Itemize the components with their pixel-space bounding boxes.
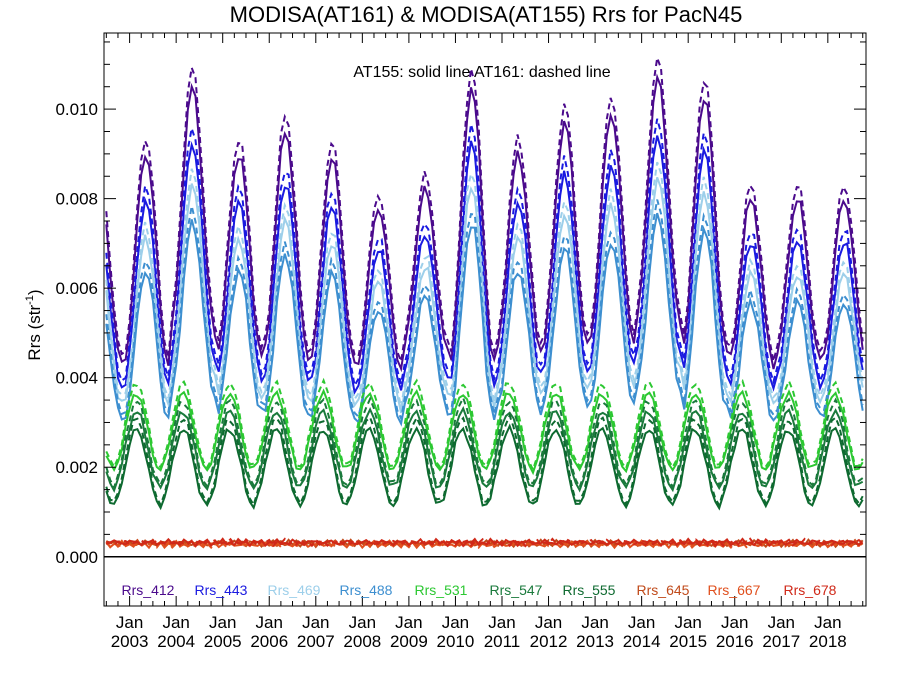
series-line-rrs-443-solid [105,135,864,396]
x-tick-month-label: Jan [349,613,376,632]
legend-label-rrs-412: Rrs_412 [122,582,175,598]
x-tick-month-label: Jan [488,613,515,632]
legend-label-rrs-547: Rrs_547 [490,582,543,598]
legend-label-rrs-555: Rrs_555 [563,582,616,598]
legend-label-rrs-531: Rrs_531 [415,582,468,598]
x-tick-month-label: Jan [814,613,841,632]
y-axis-label: Rrs (str-1) [24,289,44,360]
series-line-rrs-555-solid [105,423,864,511]
x-tick-month-label: Jan [162,613,189,632]
legend-label-rrs-678: Rrs_678 [784,582,837,598]
y-axis-label-sup: -1 [24,295,36,305]
x-tick-year-label: 2004 [157,632,195,651]
x-tick-month-label: Jan [674,613,701,632]
x-tick-year-label: 2011 [484,632,521,651]
x-tick-month-label: Jan [116,613,143,632]
x-tick-year-label: 2003 [111,632,149,651]
x-tick-year-label: 2013 [576,632,614,651]
series-line-rrs-547-dashed [105,395,864,491]
x-tick-year-label: 2005 [204,632,242,651]
y-tick-label: 0.008 [55,190,98,209]
y-axis-label-close: ) [25,289,44,295]
x-tick-year-label: 2016 [716,632,754,651]
x-tick-year-label: 2017 [762,632,800,651]
x-tick-month-label: Jan [721,613,748,632]
plot-frame [103,32,867,607]
legend: Rrs_412 Rrs_443 Rrs_469 Rrs_488 Rrs_531 Rrs_5… [122,582,837,598]
x-tick-month-label: Jan [581,613,608,632]
x-tick-month-label: Jan [628,613,655,632]
dataset-note: AT155: solid line AT161: dashed line [353,64,610,81]
y-axis-label-main: Rrs (str [25,305,44,361]
series-line-rrs-547-solid [105,406,864,494]
series-line-rrs-555-dashed [105,412,864,508]
series-line-rrs-443-dashed [105,118,864,389]
y-tick-label: 0.002 [55,458,98,477]
legend-label-rrs-469: Rrs_469 [268,582,321,598]
y-axis: 0.000 0.002 0.004 0.006 0.008 0.010 [55,41,866,567]
legend-label-rrs-667: Rrs_667 [708,582,761,598]
x-tick-month-label: Jan [442,613,469,632]
series-line-rrs-531-solid [105,388,864,476]
x-tick-month-label: Jan [256,613,283,632]
series-line-rrs-469-dashed [105,161,864,408]
x-tick-month-label: Jan [302,613,329,632]
x-tick-year-label: 2012 [530,632,568,651]
x-tick-month-label: Jan [768,613,795,632]
y-tick-label: 0.006 [55,279,98,298]
x-tick-month-label: Jan [535,613,562,632]
legend-label-rrs-645: Rrs_645 [637,582,690,598]
x-axis: Jan2003Jan2004Jan2005Jan2006Jan2007Jan20… [105,33,864,651]
series-line-rrs-412-solid [105,73,864,373]
x-tick-month-label: Jan [395,613,422,632]
x-tick-year-label: 2008 [343,632,381,651]
series-line-rrs-412-dashed [105,57,864,366]
series-line-rrs-678-dashed [106,537,864,548]
x-tick-year-label: 2007 [297,632,335,651]
x-tick-year-label: 2014 [623,632,661,651]
y-tick-label: 0.004 [55,369,98,388]
x-tick-year-label: 2006 [250,632,288,651]
x-tick-year-label: 2018 [809,632,847,651]
legend-label-rrs-488: Rrs_488 [340,582,393,598]
x-tick-year-label: 2009 [390,632,428,651]
plot-area [104,57,866,558]
x-tick-year-label: 2015 [669,632,707,651]
series-line-rrs-531-dashed [105,377,864,473]
y-tick-label: 0.000 [55,548,98,567]
y-tick-label: 0.010 [55,100,98,119]
legend-label-rrs-443: Rrs_443 [195,582,248,598]
chart-title: MODISA(AT161) & MODISA(AT155) Rrs for Pa… [230,2,743,27]
x-tick-year-label: 2010 [437,632,475,651]
series-line-rrs-488-solid [105,212,864,427]
x-tick-month-label: Jan [209,613,236,632]
